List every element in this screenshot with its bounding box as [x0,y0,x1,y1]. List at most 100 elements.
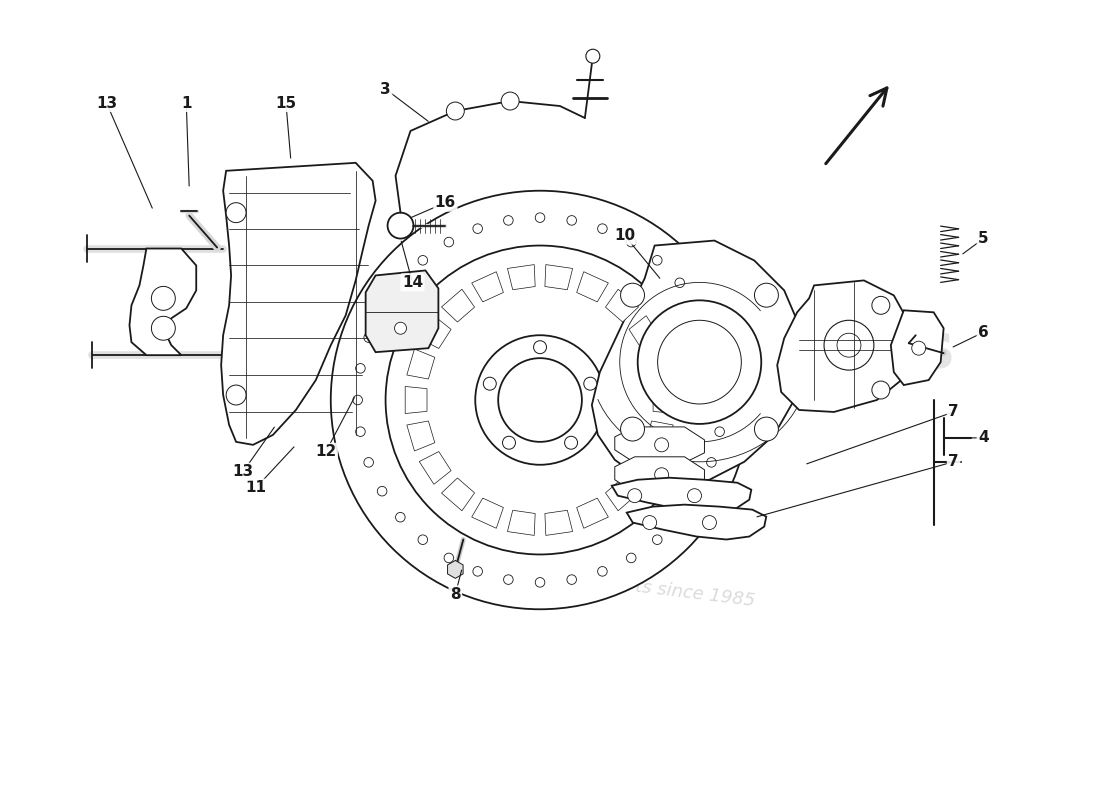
Circle shape [473,224,483,234]
Polygon shape [130,249,196,355]
Polygon shape [407,421,434,451]
Polygon shape [407,349,434,379]
Circle shape [483,378,496,390]
Circle shape [628,489,641,502]
Circle shape [654,468,669,482]
Polygon shape [605,478,639,510]
Circle shape [626,238,636,247]
Circle shape [331,190,749,610]
Circle shape [364,458,374,467]
Text: 13: 13 [96,95,117,110]
Polygon shape [605,290,639,322]
Polygon shape [615,457,704,493]
Polygon shape [612,478,751,513]
Polygon shape [627,505,767,539]
Circle shape [824,320,873,370]
Circle shape [693,486,703,496]
Circle shape [395,322,407,334]
Circle shape [703,515,716,530]
Text: 4: 4 [978,430,989,446]
Circle shape [620,283,645,307]
Circle shape [227,202,246,222]
Circle shape [386,246,694,554]
Polygon shape [405,386,427,414]
Polygon shape [891,310,944,385]
Circle shape [536,578,544,587]
Text: 1: 1 [182,95,191,110]
Circle shape [364,333,374,342]
FancyArrowPatch shape [826,88,887,164]
Circle shape [502,92,519,110]
Circle shape [504,575,514,584]
Circle shape [355,427,365,437]
Circle shape [715,427,725,437]
Text: euro  pares: euro pares [544,319,955,381]
Circle shape [597,224,607,234]
Circle shape [652,535,662,545]
Circle shape [626,553,636,562]
Polygon shape [576,498,608,528]
Polygon shape [592,241,804,485]
Circle shape [597,566,607,576]
Polygon shape [472,498,504,528]
Circle shape [688,489,702,502]
Circle shape [706,458,716,467]
Text: 13: 13 [232,464,254,479]
Circle shape [377,486,387,496]
Polygon shape [472,272,504,302]
Circle shape [377,304,387,314]
Circle shape [755,283,779,307]
Circle shape [353,395,363,405]
Text: 6: 6 [978,325,989,340]
Circle shape [654,438,669,452]
Circle shape [658,320,741,404]
Circle shape [620,417,645,441]
Circle shape [396,278,405,287]
Text: 16: 16 [434,195,456,210]
Polygon shape [778,281,911,412]
Text: 11: 11 [245,480,266,495]
Circle shape [473,566,483,576]
Circle shape [355,363,365,373]
Circle shape [717,395,727,405]
Circle shape [912,342,926,355]
Circle shape [642,515,657,530]
Circle shape [418,535,428,545]
Text: a passion for parts since 1985: a passion for parts since 1985 [484,559,756,610]
Polygon shape [646,349,673,379]
Circle shape [564,436,578,450]
Text: 14: 14 [402,275,424,290]
Polygon shape [448,561,463,578]
Text: 7: 7 [948,405,959,419]
Circle shape [444,238,453,247]
Text: 3: 3 [381,82,390,97]
Polygon shape [221,163,375,445]
Circle shape [566,575,576,584]
Circle shape [675,278,684,287]
Polygon shape [544,265,573,290]
Polygon shape [419,451,451,484]
Circle shape [498,358,582,442]
Polygon shape [653,386,675,414]
Circle shape [475,335,605,465]
Circle shape [447,102,464,120]
Circle shape [534,341,547,354]
Polygon shape [576,272,608,302]
Polygon shape [441,478,474,510]
Polygon shape [646,421,673,451]
Polygon shape [615,427,704,462]
Circle shape [693,304,703,314]
Text: 12: 12 [316,444,337,459]
Circle shape [396,513,405,522]
Text: 5: 5 [978,231,989,246]
Circle shape [675,513,684,522]
Circle shape [837,334,861,357]
Polygon shape [441,290,474,322]
Polygon shape [629,316,661,349]
Circle shape [387,213,414,238]
Circle shape [444,553,453,562]
Text: 10: 10 [614,228,636,243]
Circle shape [504,216,514,225]
Circle shape [586,50,600,63]
Polygon shape [507,265,536,290]
